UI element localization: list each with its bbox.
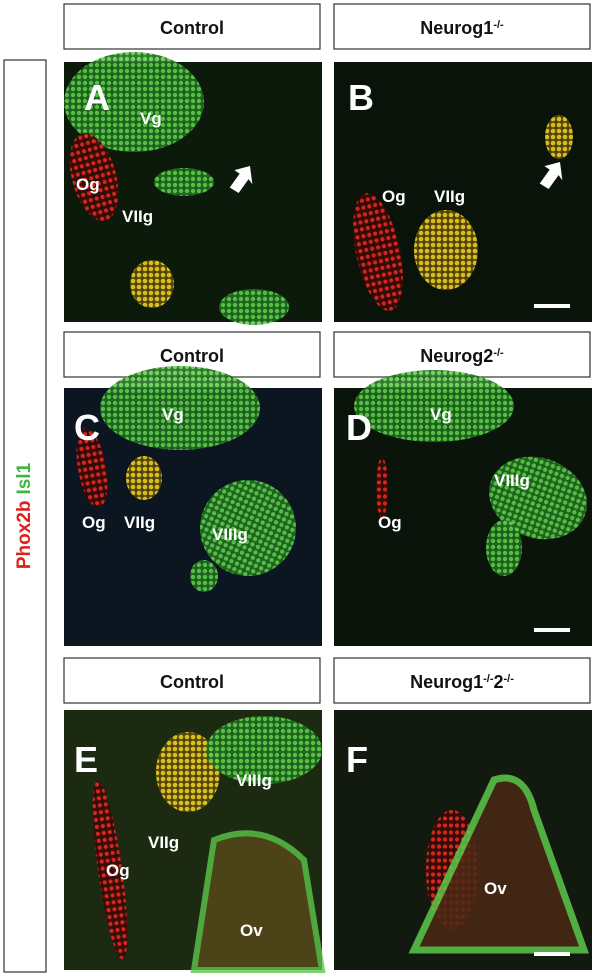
image-panel: B Og VIIg	[334, 62, 592, 322]
panel-letter: F	[346, 739, 368, 780]
region-label: Vg	[140, 109, 162, 128]
stained-cells	[100, 366, 260, 450]
header-text: 2	[494, 672, 504, 692]
image-panel: C Vg Og VIIg VIIIg	[64, 366, 322, 646]
image-panel: D Vg VIIIg Og	[334, 370, 592, 646]
header-text: Neurog2	[420, 346, 493, 366]
scale-bar	[534, 304, 570, 308]
header-text: Control	[160, 18, 224, 38]
superscript: -/-	[493, 347, 504, 359]
column-header: Neurog1-/-2-/-	[410, 672, 514, 692]
region-label: Vg	[430, 405, 452, 424]
stained-cells	[219, 289, 289, 325]
panel-letter: A	[84, 77, 110, 118]
stained-cells	[126, 456, 162, 500]
region-label: Og	[106, 861, 130, 880]
region-label: Og	[82, 513, 106, 532]
column-header-box	[333, 657, 591, 704]
stained-cells	[154, 168, 214, 196]
image-panel: E VIIg VIIIg Og Ov	[64, 710, 326, 973]
stained-cells	[545, 115, 573, 159]
side-label-part: Isl1	[14, 462, 35, 494]
stained-cells	[92, 780, 128, 960]
panel-letter: C	[74, 407, 100, 448]
column-header: Neurog2-/-	[420, 346, 504, 366]
stained-cells	[206, 716, 322, 784]
region-label: Og	[76, 175, 100, 194]
header-text: Control	[160, 346, 224, 366]
stained-cells	[354, 370, 514, 442]
stained-cells	[69, 133, 119, 221]
header-text: Neurog1	[410, 672, 483, 692]
superscript: -/-	[504, 673, 515, 685]
column-header-box	[63, 3, 321, 50]
image-panel: A Vg Og VIIg	[64, 52, 322, 325]
stained-cells	[414, 210, 478, 290]
header-text: Neurog1	[420, 18, 493, 38]
stained-cells	[76, 428, 108, 508]
region-label: VIIIg	[236, 771, 272, 790]
image-panel: F Ov	[334, 710, 592, 970]
otic-vesicle	[408, 774, 589, 954]
superscript: -/-	[483, 673, 494, 685]
region-label: VIIIg	[494, 471, 530, 490]
stained-cells	[200, 480, 296, 576]
superscript: -/-	[493, 19, 504, 31]
header-text: Control	[160, 672, 224, 692]
stained-cells	[156, 732, 220, 812]
side-label: Phox2b Isl1	[14, 462, 35, 569]
column-header: Control	[160, 346, 224, 366]
panel-letter: B	[348, 77, 374, 118]
column-header-box	[333, 3, 591, 50]
region-label: Ov	[240, 921, 263, 940]
panel-letter: D	[346, 407, 372, 448]
stained-cells	[486, 520, 522, 576]
stained-cells	[376, 458, 388, 518]
column-header: Control	[160, 672, 224, 692]
panel-letter: E	[74, 739, 98, 780]
region-label: VIIg	[122, 207, 153, 226]
arrow	[539, 162, 563, 189]
stained-cells	[64, 52, 204, 152]
region-label: Og	[382, 187, 406, 206]
stained-cells	[130, 260, 174, 308]
region-label: Vg	[162, 405, 184, 424]
side-label-box	[3, 59, 47, 973]
region-label: VIIg	[148, 833, 179, 852]
stained-cells	[190, 560, 218, 592]
side-label-part: Phox2b	[14, 501, 35, 570]
column-header: Control	[160, 18, 224, 38]
column-header-box	[63, 657, 321, 704]
region-label: Og	[378, 513, 402, 532]
column-header: Neurog1-/-	[420, 18, 504, 38]
region-label: VIIIg	[212, 525, 248, 544]
scale-bar	[534, 952, 570, 956]
scale-bar	[534, 628, 570, 632]
arrow	[229, 166, 253, 193]
stained-cells	[489, 456, 587, 540]
column-header-box	[333, 331, 591, 378]
region-label: Ov	[484, 879, 507, 898]
region-label: VIIg	[124, 513, 155, 532]
region-label: VIIg	[434, 187, 465, 206]
stained-cells	[353, 193, 403, 311]
otic-vesicle	[190, 830, 326, 973]
